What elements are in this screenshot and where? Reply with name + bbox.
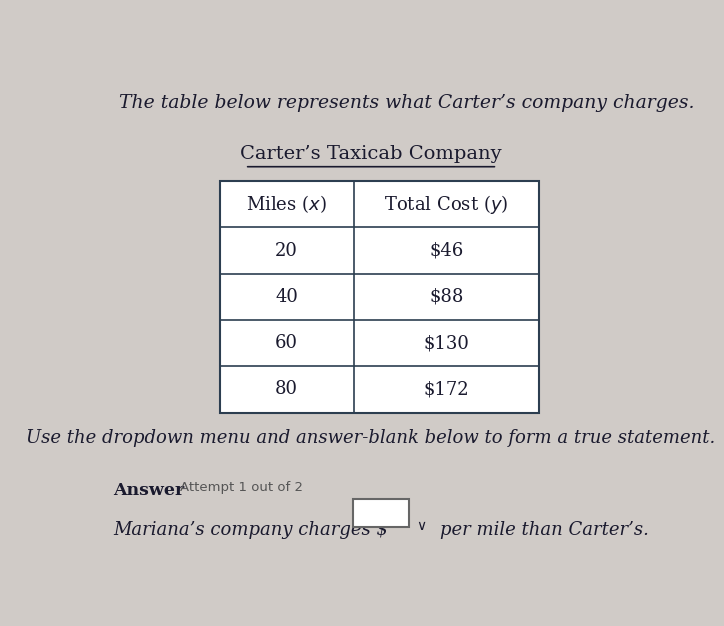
- Text: Carter’s Taxicab Company: Carter’s Taxicab Company: [240, 145, 502, 163]
- Text: Attempt 1 out of 2: Attempt 1 out of 2: [180, 481, 303, 494]
- Text: Use the dropdown menu and answer-blank below to form a true statement.: Use the dropdown menu and answer-blank b…: [26, 429, 716, 448]
- Text: 20: 20: [275, 242, 298, 260]
- Text: 60: 60: [275, 334, 298, 352]
- Text: Mariana’s company charges $: Mariana’s company charges $: [113, 521, 388, 539]
- Text: Answer: Answer: [113, 483, 184, 500]
- FancyBboxPatch shape: [353, 499, 409, 526]
- Text: 40: 40: [275, 288, 298, 306]
- Text: $46: $46: [429, 242, 464, 260]
- Text: Total Cost ($\it{y}$): Total Cost ($\it{y}$): [384, 193, 509, 216]
- Text: ∨: ∨: [416, 518, 426, 533]
- Text: $130: $130: [424, 334, 470, 352]
- FancyBboxPatch shape: [219, 181, 539, 413]
- Text: per mile than Carter’s.: per mile than Carter’s.: [440, 521, 649, 539]
- Text: The table below represents what Carter’s company charges.: The table below represents what Carter’s…: [119, 95, 694, 113]
- Text: Miles ($\it{x}$): Miles ($\it{x}$): [246, 193, 327, 215]
- Text: 80: 80: [275, 381, 298, 398]
- Text: $88: $88: [429, 288, 464, 306]
- Text: $172: $172: [424, 381, 469, 398]
